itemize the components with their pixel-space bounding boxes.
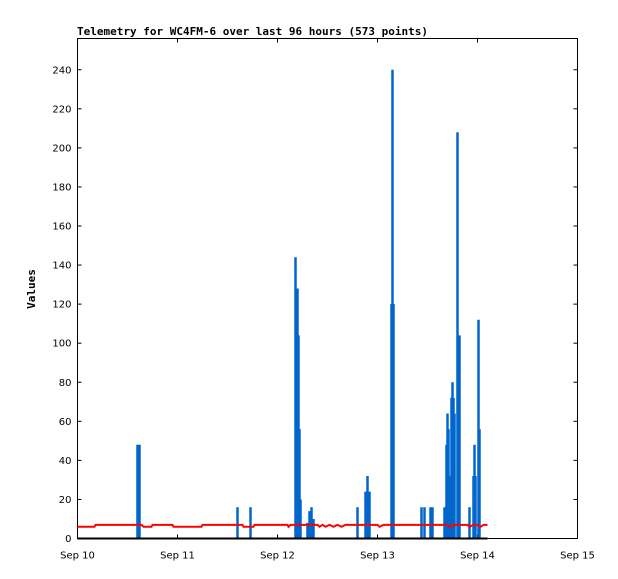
series-line	[77, 523, 488, 529]
series-0	[136, 69, 481, 539]
plot-area	[77, 38, 578, 539]
x-tick-label: Sep 13	[360, 551, 395, 562]
y-tick-label: 220	[52, 104, 71, 115]
y-tick-label: 80	[59, 378, 72, 389]
x-axis: Sep 10 Sep 11 Sep 12 Sep 13 Sep 14 Sep 15	[60, 38, 595, 562]
y-tick-label: 60	[59, 417, 72, 428]
x-tick-label: Sep 15	[560, 551, 595, 562]
series-layer	[77, 69, 488, 540]
y-axis: 0 20 40 60 80 100 120 140 160 180 200 220 240	[52, 65, 578, 545]
y-tick-label: 40	[59, 456, 72, 467]
x-tick-label: Sep 14	[460, 551, 495, 562]
y-tick-label: 0	[65, 534, 71, 545]
y-tick-label: 20	[59, 495, 72, 506]
y-axis-label: Values	[25, 269, 38, 309]
x-tick-label: Sep 12	[260, 551, 295, 562]
y-tick-label: 140	[52, 261, 71, 272]
y-tick-label: 180	[52, 182, 71, 193]
y-tick-label: 100	[52, 339, 71, 350]
y-tick-label: 120	[52, 300, 71, 311]
chart-title: Telemetry for WC4FM-6 over last 96 hours…	[77, 25, 428, 38]
x-tick-label: Sep 11	[160, 551, 195, 562]
y-tick-label: 240	[52, 65, 71, 76]
y-tick-label: 160	[52, 222, 71, 233]
y-tick-label: 200	[52, 143, 71, 154]
x-tick-label: Sep 10	[60, 551, 95, 562]
series-1	[77, 523, 488, 529]
